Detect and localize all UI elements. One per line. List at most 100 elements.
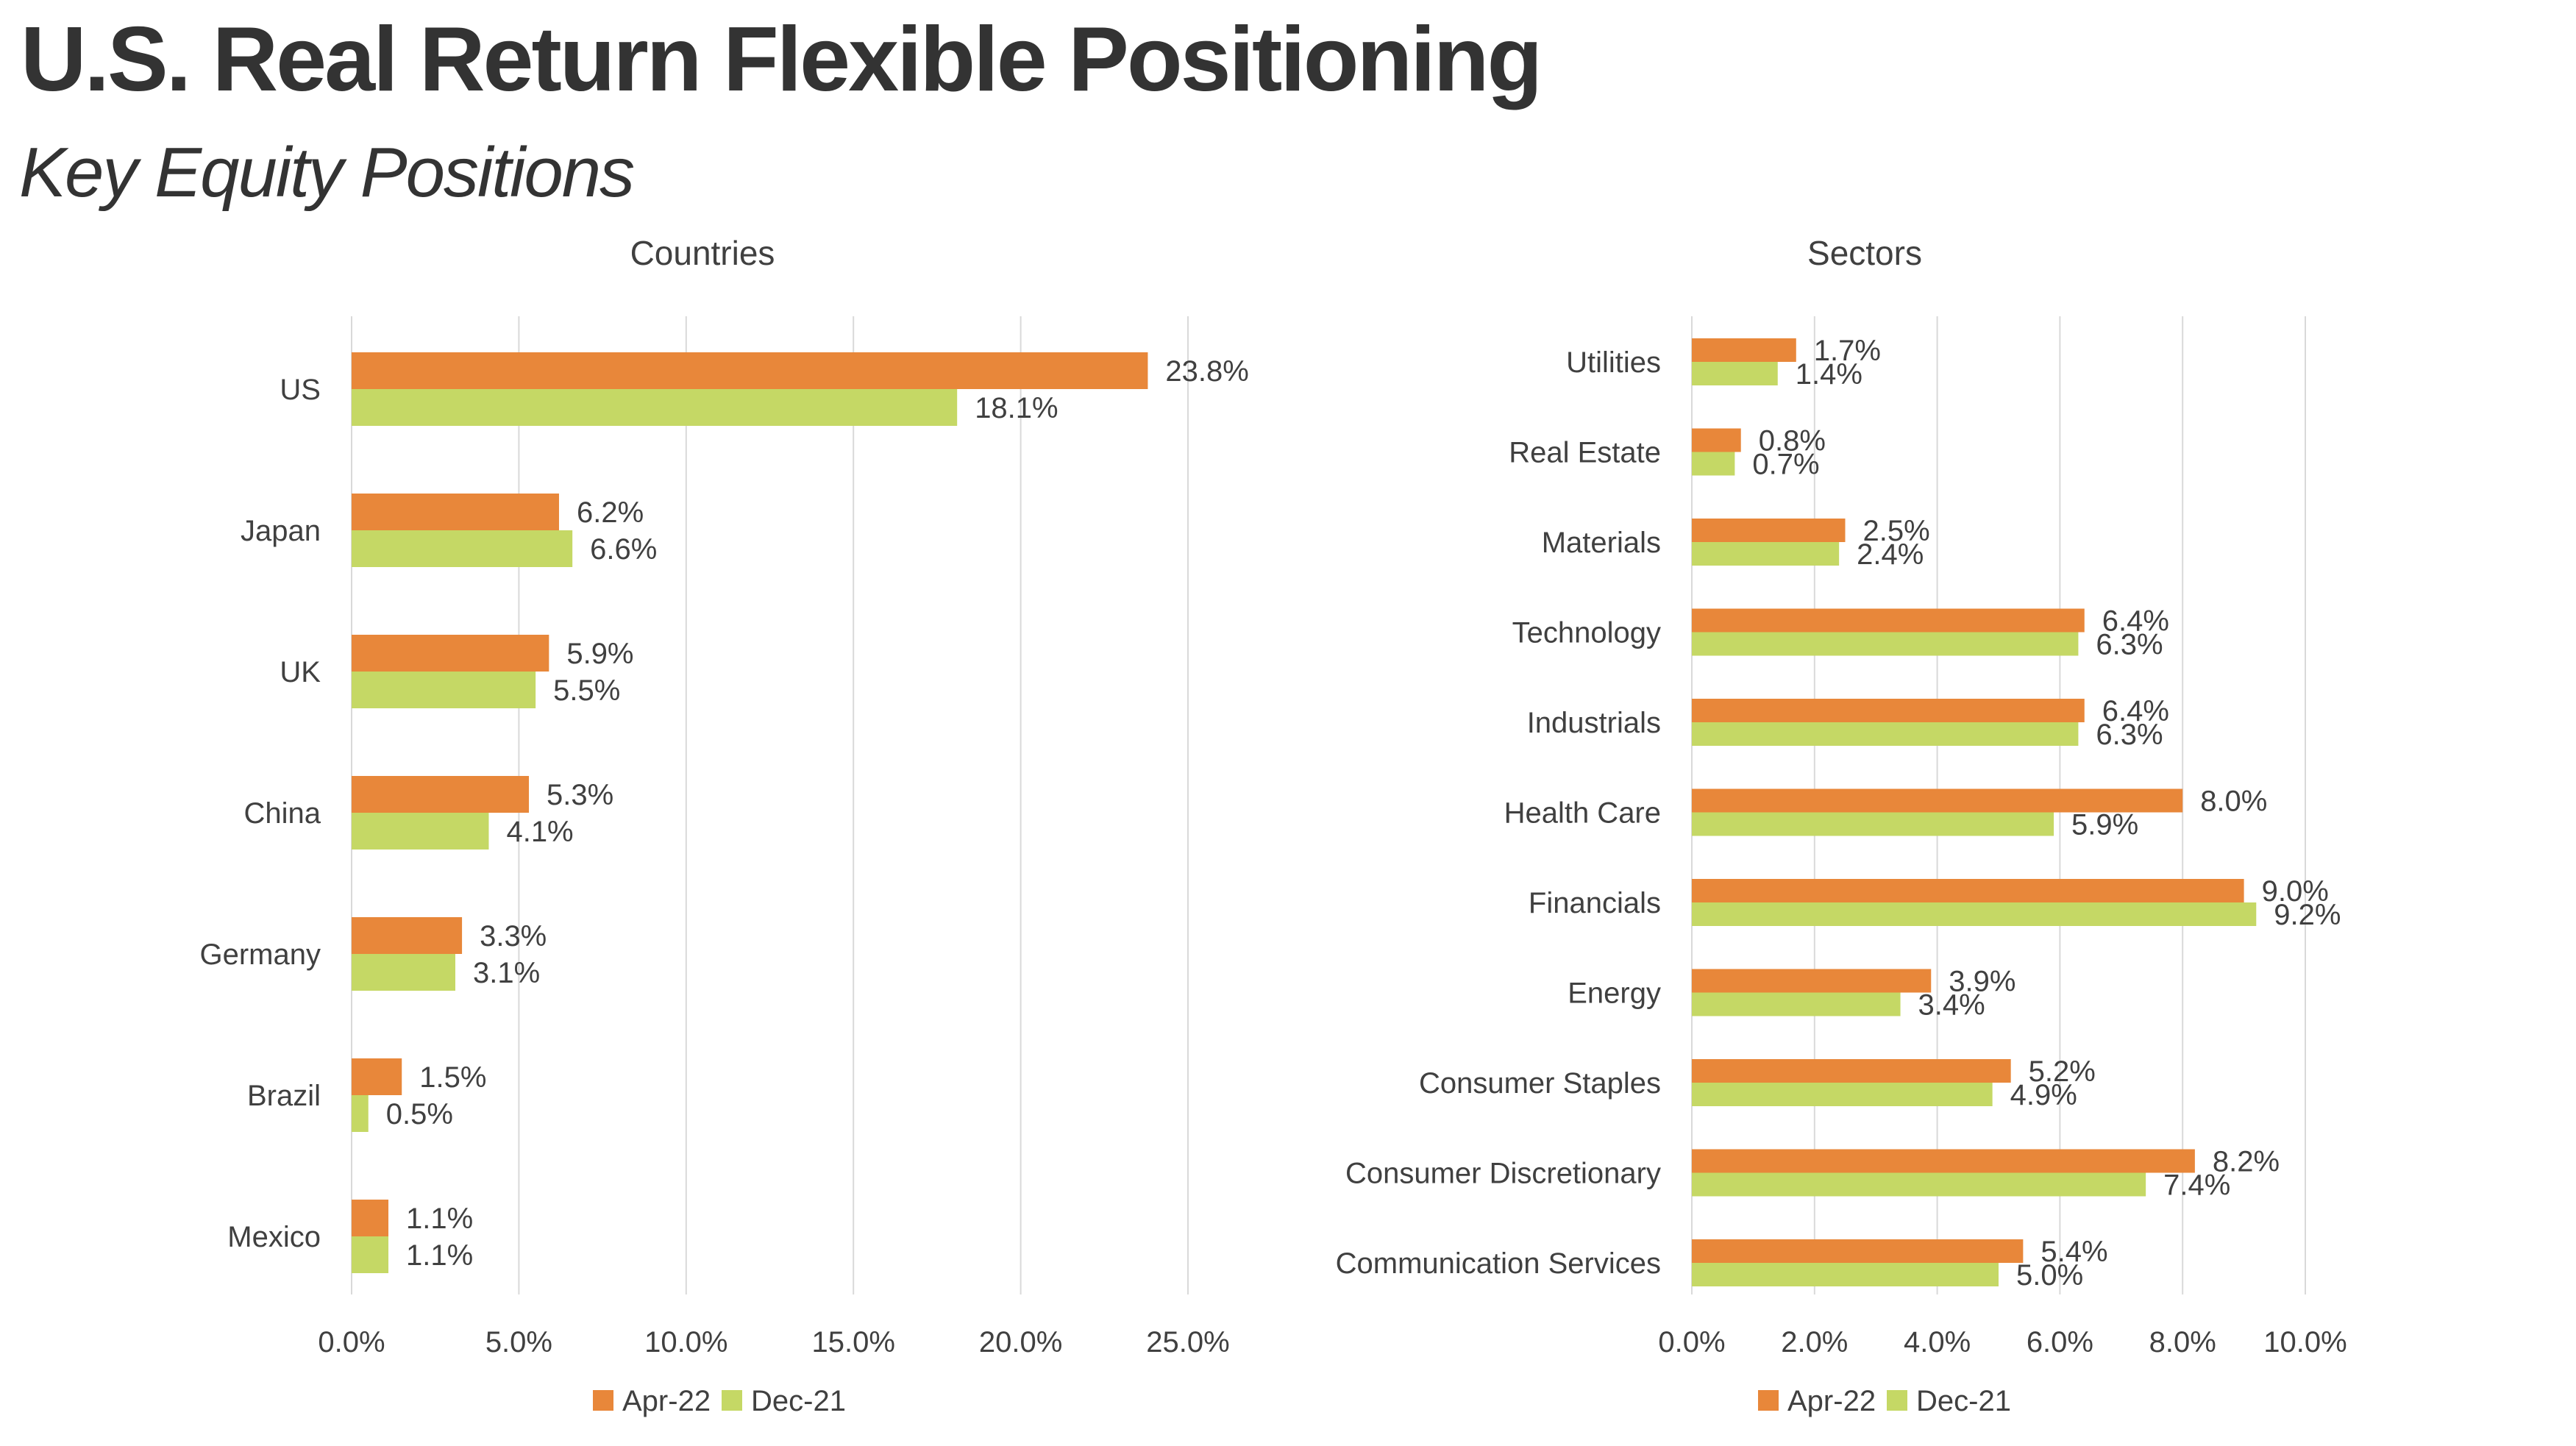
- page-subtitle: Key Equity Positions: [19, 133, 635, 212]
- data-label: 6.3%: [2096, 719, 2163, 751]
- bar-apr-22: [1692, 699, 2085, 722]
- data-label: 5.9%: [2071, 809, 2138, 841]
- bar-apr-22: [352, 1200, 389, 1236]
- bar-apr-22: [352, 635, 549, 672]
- x-tick-label: 0.0%: [318, 1326, 385, 1358]
- data-label: 3.9%: [1949, 966, 2015, 998]
- bar-apr-22: [352, 352, 1148, 389]
- data-label: 5.3%: [547, 779, 613, 811]
- data-label: 1.1%: [406, 1239, 473, 1272]
- legend-label: Apr-22: [622, 1385, 711, 1417]
- bar-apr-22: [352, 494, 559, 530]
- legend-swatch: [1758, 1390, 1779, 1411]
- category-label: US: [280, 374, 321, 406]
- bar-dec-21: [352, 954, 455, 991]
- bar-apr-22: [1692, 969, 1932, 993]
- data-label: 18.1%: [975, 392, 1058, 424]
- category-label: Communication Services: [1336, 1247, 1661, 1280]
- legend-label: Dec-21: [751, 1385, 846, 1417]
- x-tick-label: 10.0%: [644, 1326, 727, 1358]
- bar-dec-21: [1692, 722, 2079, 746]
- data-label: 6.6%: [590, 533, 657, 566]
- category-label: Japan: [241, 515, 321, 547]
- bar-dec-21: [1692, 992, 1901, 1016]
- bar-apr-22: [1692, 519, 1846, 542]
- bar-dec-21: [352, 1236, 389, 1273]
- bar-dec-21: [1692, 452, 1735, 476]
- data-label: 4.9%: [2010, 1079, 2077, 1111]
- category-label: Consumer Staples: [1419, 1067, 1661, 1100]
- bar-apr-22: [1692, 1059, 2011, 1083]
- bar-dec-21: [352, 389, 958, 426]
- data-label: 9.0%: [2262, 875, 2329, 908]
- bar-dec-21: [352, 1095, 369, 1132]
- x-tick-label: 15.0%: [811, 1326, 894, 1358]
- legend-swatch: [1887, 1390, 1907, 1411]
- x-tick-label: 20.0%: [979, 1326, 1062, 1358]
- bar-apr-22: [1692, 1149, 2195, 1173]
- page-title: U.S. Real Return Flexible Positioning: [21, 9, 1543, 110]
- category-label: UK: [280, 656, 321, 688]
- data-label: 6.4%: [2102, 695, 2169, 727]
- bar-apr-22: [1692, 1239, 2024, 1263]
- data-label: 6.4%: [2102, 605, 2169, 638]
- bar-dec-21: [352, 813, 489, 850]
- data-label: 0.5%: [386, 1098, 453, 1130]
- data-label: 5.4%: [2040, 1236, 2107, 1268]
- data-label: 0.8%: [1759, 425, 1826, 457]
- data-label: 9.2%: [2274, 899, 2341, 931]
- legend-label: Apr-22: [1787, 1385, 1876, 1417]
- category-label: Real Estate: [1509, 437, 1661, 469]
- legend-swatch: [722, 1390, 742, 1411]
- data-label: 5.5%: [553, 674, 620, 707]
- category-label: Health Care: [1504, 797, 1661, 830]
- category-label: China: [243, 797, 321, 830]
- bar-dec-21: [1692, 1083, 1993, 1106]
- bar-dec-21: [352, 672, 536, 708]
- bar-apr-22: [1692, 788, 2183, 813]
- category-label: Mexico: [227, 1221, 321, 1253]
- x-tick-label: 6.0%: [2027, 1326, 2093, 1358]
- bar-dec-21: [1692, 1263, 1999, 1286]
- data-label: 0.7%: [1752, 449, 1819, 481]
- x-tick-label: 2.0%: [1781, 1326, 1848, 1358]
- bar-dec-21: [1692, 632, 2079, 656]
- category-label: Utilities: [1566, 346, 1661, 379]
- category-label: Brazil: [247, 1080, 321, 1112]
- category-label: Financials: [1529, 887, 1661, 919]
- data-label: 5.9%: [566, 638, 633, 670]
- data-label: 1.7%: [1814, 335, 1881, 367]
- x-tick-label: 8.0%: [2149, 1326, 2216, 1358]
- bar-apr-22: [1692, 428, 1741, 452]
- data-label: 7.4%: [2163, 1169, 2230, 1202]
- x-tick-label: 5.0%: [485, 1326, 552, 1358]
- x-tick-label: 25.0%: [1146, 1326, 1229, 1358]
- data-label: 8.0%: [2200, 786, 2267, 818]
- data-label: 1.5%: [419, 1061, 486, 1094]
- data-label: 23.8%: [1165, 355, 1248, 388]
- data-label: 2.5%: [1863, 515, 1930, 547]
- data-label: 5.2%: [2029, 1055, 2096, 1088]
- data-label: 6.2%: [577, 496, 644, 529]
- bar-dec-21: [1692, 812, 2054, 836]
- legend-label: Dec-21: [1916, 1385, 2011, 1417]
- bar-dec-21: [1692, 542, 1840, 566]
- data-label: 3.1%: [473, 957, 540, 989]
- data-label: 3.4%: [1918, 989, 1985, 1022]
- bar-dec-21: [1692, 1172, 2146, 1197]
- data-label: 2.4%: [1857, 538, 1924, 571]
- category-label: Germany: [200, 939, 321, 971]
- category-label: Technology: [1512, 617, 1661, 649]
- x-tick-label: 4.0%: [1904, 1326, 1971, 1358]
- data-label: 1.4%: [1796, 358, 1862, 391]
- data-label: 1.1%: [406, 1203, 473, 1235]
- data-label: 5.0%: [2016, 1259, 2083, 1292]
- bar-dec-21: [1692, 902, 2257, 926]
- data-label: 8.2%: [2213, 1146, 2280, 1178]
- data-label: 4.1%: [506, 816, 573, 848]
- category-label: Consumer Discretionary: [1345, 1158, 1661, 1190]
- category-label: Industrials: [1527, 707, 1661, 739]
- bar-apr-22: [352, 1058, 402, 1095]
